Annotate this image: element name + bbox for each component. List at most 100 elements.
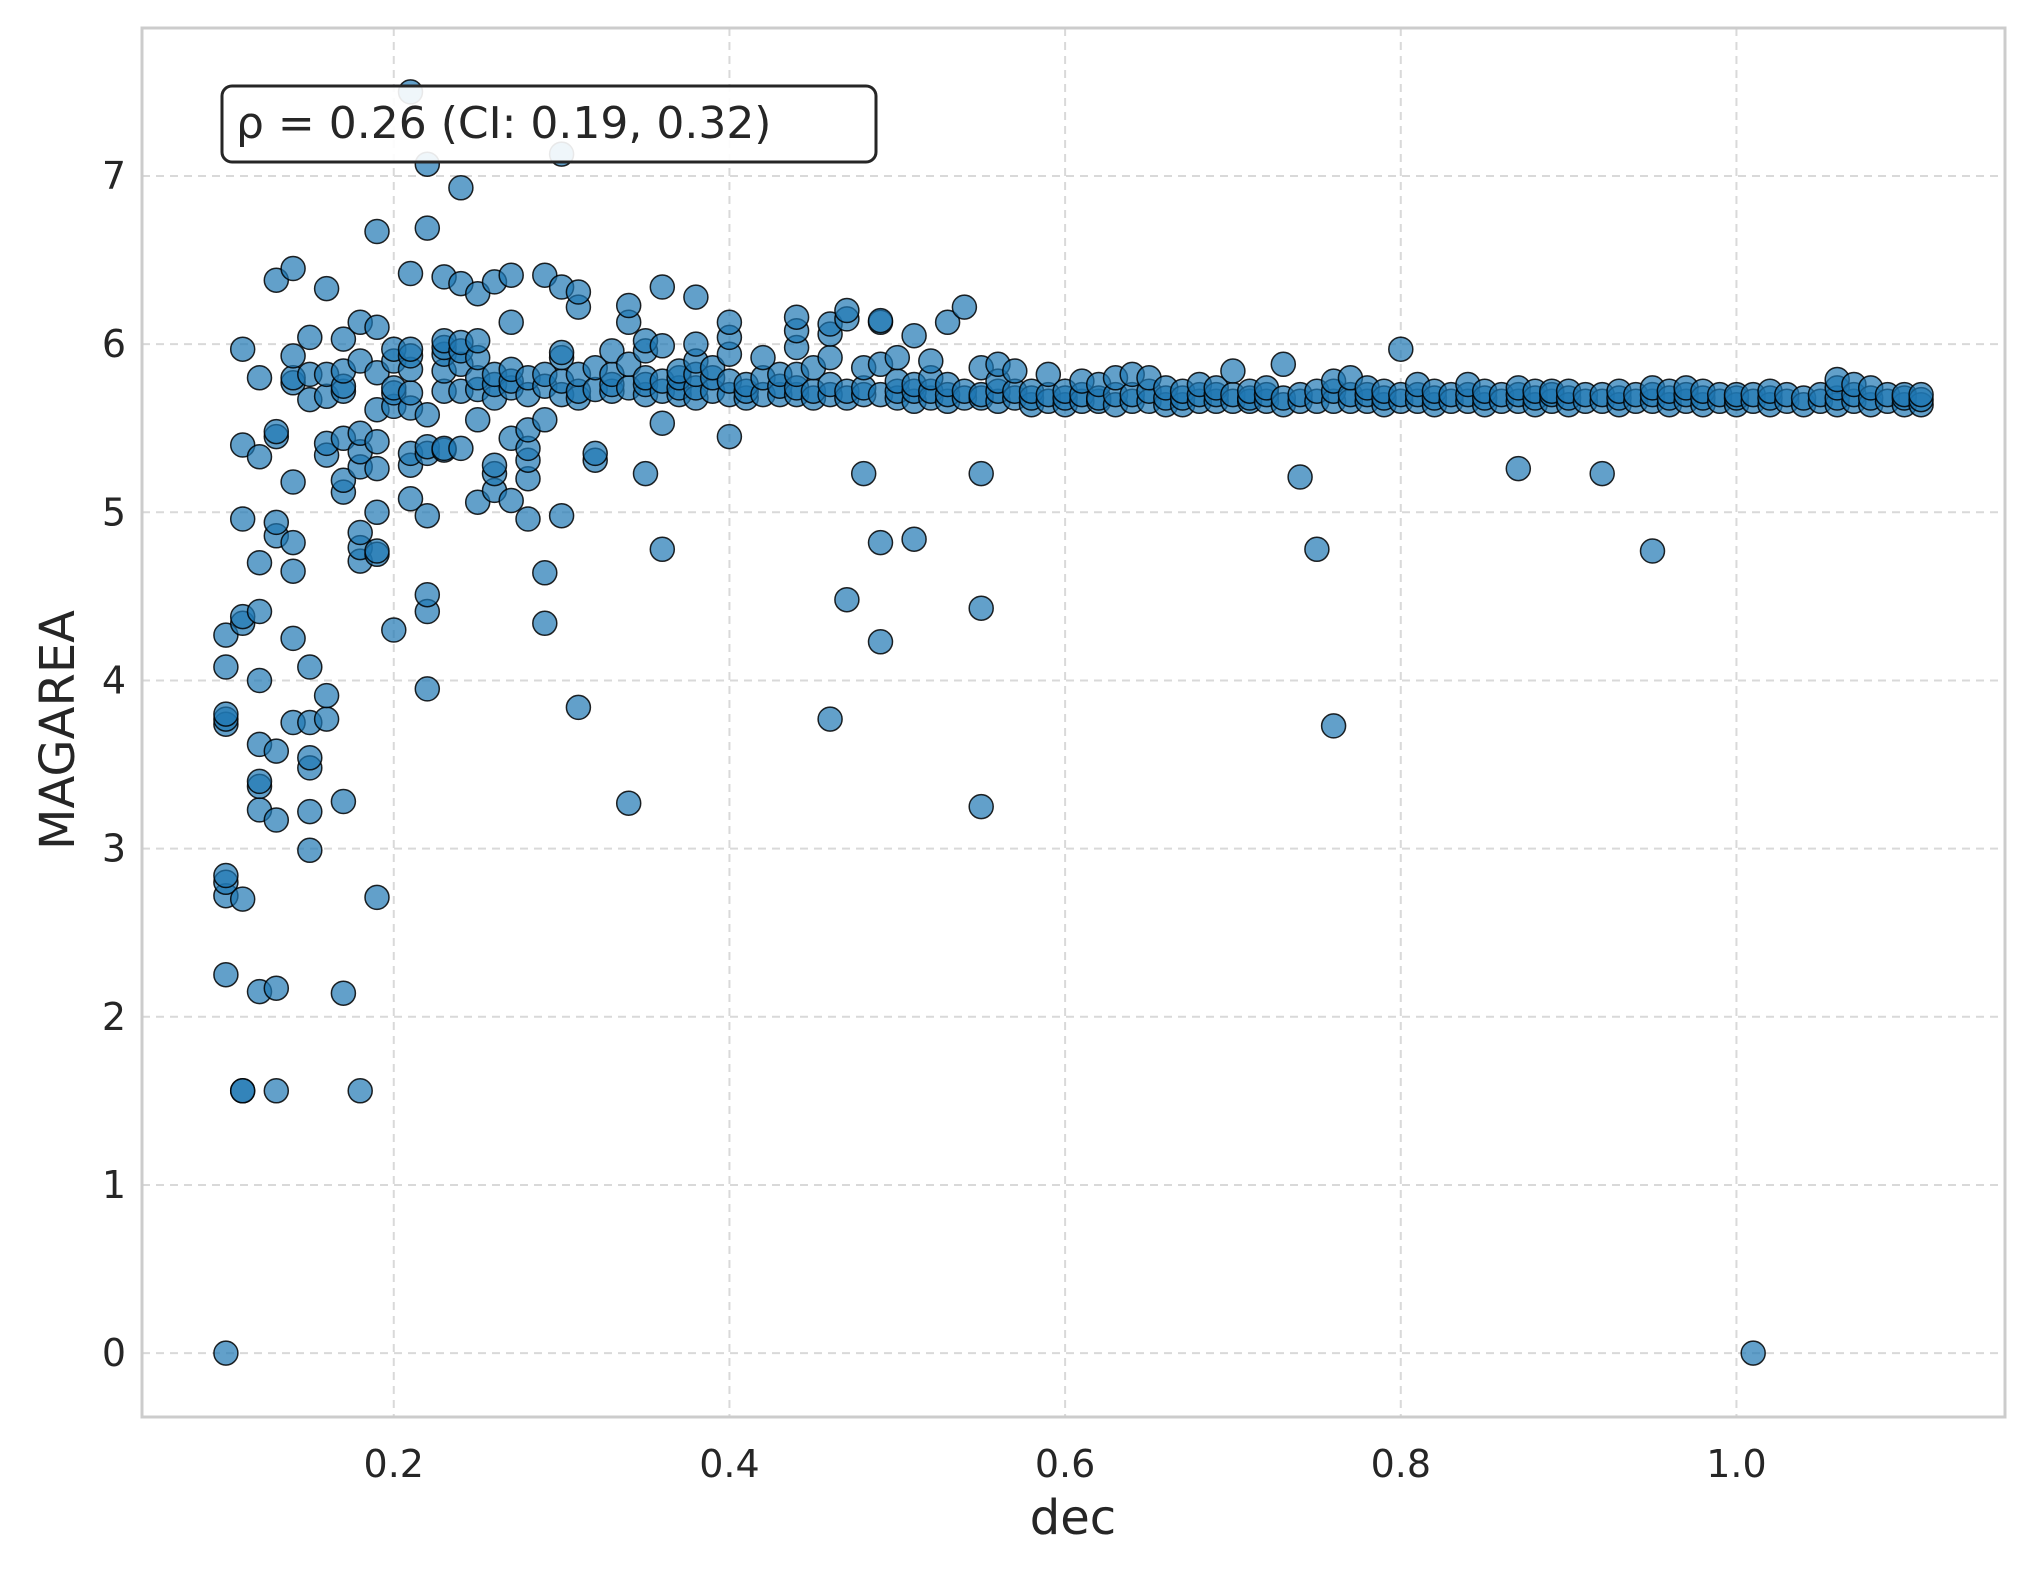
data-point	[683, 284, 709, 310]
data-point	[330, 980, 357, 1006]
x-tick-label: 0.6	[1035, 1442, 1095, 1486]
data-point	[615, 351, 642, 378]
data-point	[632, 460, 659, 487]
data-point	[532, 407, 558, 433]
data-point	[867, 307, 894, 334]
data-point	[1505, 455, 1532, 482]
data-point	[213, 701, 239, 727]
data-point	[1740, 1340, 1766, 1366]
data-point	[548, 502, 575, 529]
data-point	[414, 676, 441, 702]
correlation-annotation: ρ = 0.26 (CI: 0.19, 0.32)	[220, 84, 878, 164]
data-point	[548, 339, 575, 366]
data-point	[901, 526, 927, 552]
x-tick-label: 0.2	[364, 1442, 424, 1486]
data-point	[699, 354, 726, 381]
data-point	[297, 798, 323, 825]
data-point	[364, 455, 390, 482]
data-point	[280, 255, 306, 282]
data-point	[649, 410, 676, 436]
data-point	[498, 262, 524, 288]
data-point	[213, 961, 239, 988]
data-point	[582, 440, 608, 467]
data-point	[330, 788, 357, 815]
data-point	[246, 598, 273, 625]
data-point	[229, 336, 256, 362]
data-point	[968, 460, 994, 487]
data-point	[1287, 464, 1313, 490]
data-point	[263, 807, 290, 833]
data-point	[347, 1078, 373, 1104]
data-point	[1320, 713, 1347, 739]
data-point	[397, 336, 424, 362]
data-point	[364, 428, 390, 455]
data-point	[213, 1340, 239, 1366]
data-point	[1589, 460, 1615, 487]
data-point	[901, 322, 927, 349]
data-point	[649, 274, 676, 300]
data-point	[498, 487, 524, 514]
data-point	[817, 706, 843, 732]
data-point	[364, 218, 390, 245]
data-point	[565, 694, 592, 721]
y-tick-label: 0	[102, 1331, 126, 1375]
data-point	[834, 297, 860, 324]
data-point	[1388, 336, 1414, 362]
data-point	[1908, 381, 1934, 408]
data-point	[280, 469, 306, 495]
data-point	[683, 331, 709, 357]
y-tick-label: 6	[102, 322, 126, 366]
tick-labels: 0.2 0.4 0.6 0.8 1.0 0 1 2 3 4 5 6 7	[102, 154, 1767, 1486]
data-point	[263, 418, 290, 445]
data-point	[280, 558, 306, 584]
data-point	[918, 348, 944, 374]
data-point	[229, 886, 256, 912]
data-point	[263, 1078, 290, 1104]
data-point	[750, 344, 776, 371]
data-point	[313, 682, 340, 709]
data-point	[313, 706, 340, 732]
data-point	[716, 309, 743, 336]
data-point	[1002, 358, 1028, 384]
data-point	[414, 581, 441, 608]
data-point	[364, 499, 390, 526]
data-point	[397, 486, 424, 512]
data-point	[498, 309, 524, 336]
data-point	[464, 407, 491, 433]
data-point	[884, 344, 911, 371]
data-point	[615, 790, 642, 816]
data-point	[246, 667, 273, 694]
y-tick-label: 3	[102, 827, 126, 871]
data-point	[414, 502, 441, 529]
data-point	[532, 560, 558, 586]
data-point	[297, 654, 323, 680]
y-tick-label: 7	[102, 154, 126, 198]
data-point	[532, 610, 558, 637]
data-point	[934, 309, 961, 336]
data-point	[364, 538, 390, 564]
grid	[142, 28, 2005, 1417]
data-point	[448, 175, 474, 201]
y-tick-label: 1	[102, 1163, 126, 1207]
data-point	[1304, 536, 1330, 563]
data-point	[599, 338, 625, 364]
data-point	[834, 586, 860, 613]
data-point	[716, 423, 743, 450]
plot-frame	[140, 26, 2007, 1419]
data-point	[297, 837, 323, 864]
annotation-box	[220, 84, 878, 164]
data-point	[330, 467, 357, 494]
x-tick-label: 1.0	[1706, 1442, 1766, 1486]
data-point	[1035, 361, 1062, 388]
data-point	[1220, 358, 1246, 384]
data-point	[313, 275, 340, 302]
data-point	[364, 884, 390, 911]
data-points	[213, 79, 1934, 1366]
data-point	[246, 549, 273, 576]
data-point	[280, 625, 306, 652]
data-point	[347, 519, 373, 546]
y-tick-label: 2	[102, 995, 126, 1039]
data-point	[649, 536, 676, 563]
